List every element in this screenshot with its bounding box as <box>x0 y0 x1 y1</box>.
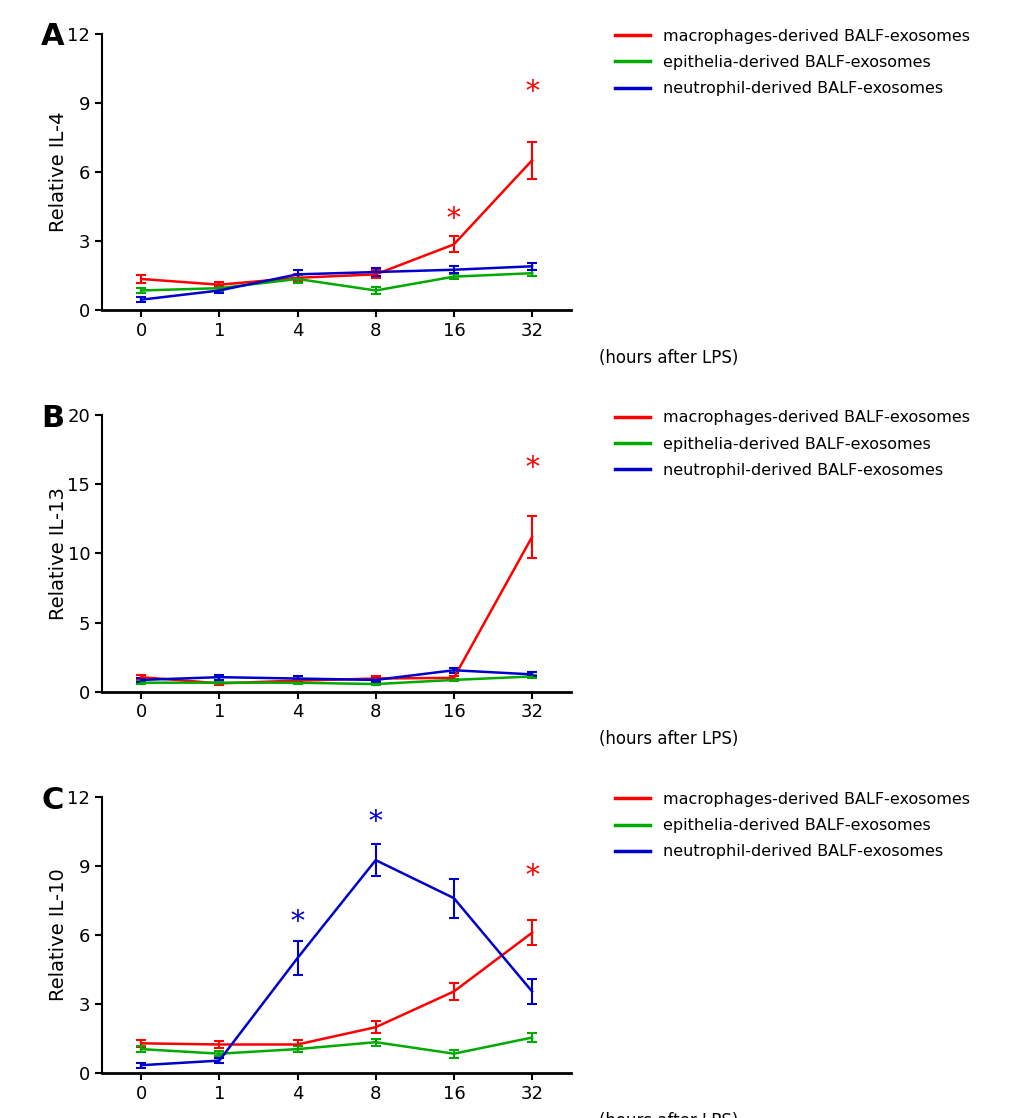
Text: (hours after LPS): (hours after LPS) <box>599 349 738 367</box>
Legend: macrophages-derived BALF-exosomes, epithelia-derived BALF-exosomes, neutrophil-d: macrophages-derived BALF-exosomes, epith… <box>608 22 975 103</box>
Text: *: * <box>290 909 304 936</box>
Y-axis label: Relative IL-4: Relative IL-4 <box>50 112 68 233</box>
Text: *: * <box>525 455 538 482</box>
Legend: macrophages-derived BALF-exosomes, epithelia-derived BALF-exosomes, neutrophil-d: macrophages-derived BALF-exosomes, epith… <box>608 404 975 484</box>
Text: *: * <box>446 206 461 233</box>
Text: *: * <box>525 79 538 106</box>
Y-axis label: Relative IL-13: Relative IL-13 <box>50 487 68 619</box>
Text: (hours after LPS): (hours after LPS) <box>599 730 738 748</box>
Text: *: * <box>369 809 382 836</box>
Text: (hours after LPS): (hours after LPS) <box>599 1112 738 1118</box>
Text: A: A <box>41 22 64 51</box>
Text: *: * <box>525 863 538 890</box>
Text: B: B <box>41 404 64 433</box>
Legend: macrophages-derived BALF-exosomes, epithelia-derived BALF-exosomes, neutrophil-d: macrophages-derived BALF-exosomes, epith… <box>608 786 975 865</box>
Y-axis label: Relative IL-10: Relative IL-10 <box>50 869 68 1002</box>
Text: C: C <box>41 786 63 815</box>
